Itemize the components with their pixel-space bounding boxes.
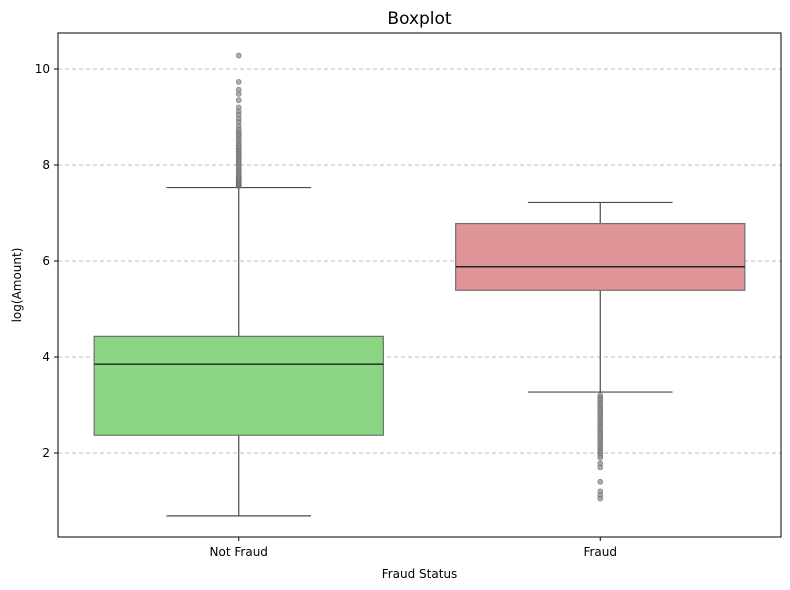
outlier-point	[597, 454, 604, 461]
outlier-point	[235, 79, 242, 85]
y-tick-label: 6	[42, 254, 50, 268]
y-tick-label: 2	[42, 446, 50, 460]
x-axis-title: Fraud Status	[382, 567, 458, 581]
chart-title: Boxplot	[387, 9, 452, 29]
y-axis-title: log(Amount)	[10, 248, 24, 323]
box-iqr	[93, 335, 384, 436]
box-group	[455, 201, 746, 502]
y-tick-label: 10	[35, 62, 50, 76]
box-group	[93, 52, 384, 517]
y-ticks: 2 4 6 8 10	[35, 62, 58, 460]
boxes	[93, 52, 746, 517]
y-tick-label: 4	[42, 350, 50, 364]
x-tick-label: Fraud	[583, 545, 617, 559]
outlier-point	[235, 97, 242, 104]
box-iqr	[455, 222, 746, 291]
outlier-point	[235, 86, 242, 93]
outlier-point	[235, 104, 242, 111]
outlier-point	[597, 478, 604, 485]
outlier-point	[235, 52, 242, 59]
plot-frame	[57, 32, 782, 538]
outlier-point	[597, 464, 604, 471]
x-ticks: Not Fraud Fraud	[210, 537, 617, 559]
y-tick-label: 8	[42, 158, 50, 172]
outlier-point	[597, 495, 604, 502]
x-tick-label: Not Fraud	[210, 545, 268, 559]
